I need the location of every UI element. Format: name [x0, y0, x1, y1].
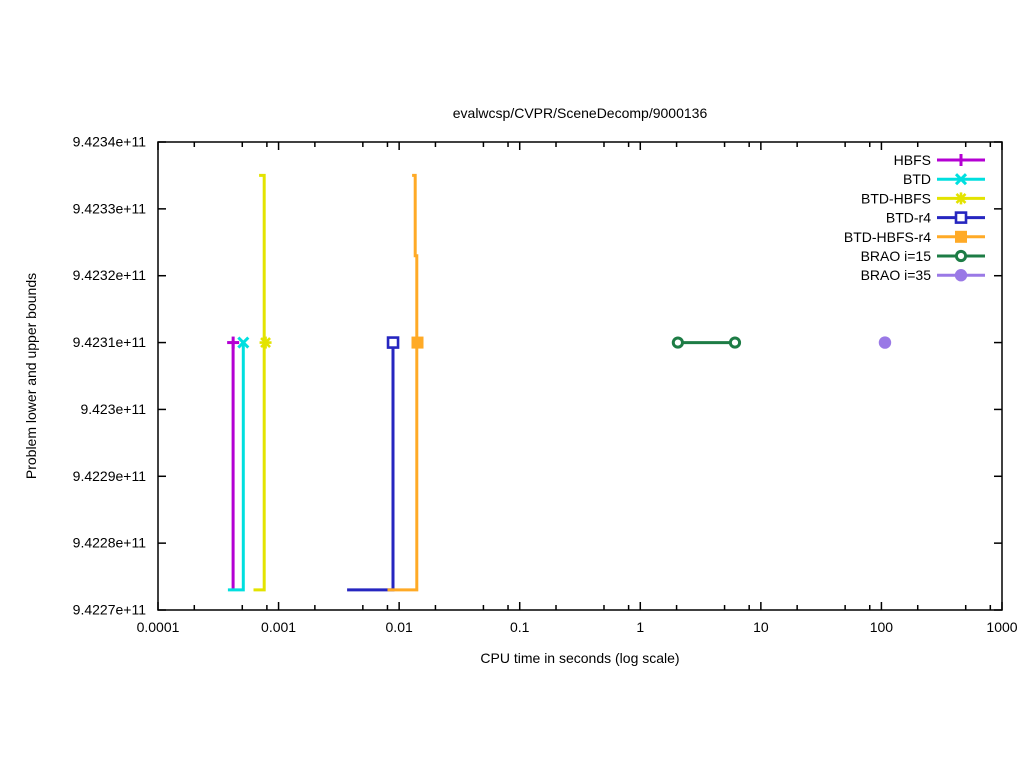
legend-item-btd-hbfs: BTD-HBFS	[861, 190, 985, 206]
circle-open-marker	[954, 249, 968, 263]
legend-item-btd-r4: BTD-r4	[886, 210, 985, 226]
star-marker	[955, 192, 967, 205]
y-tick-label: 9.4231e+11	[73, 334, 147, 350]
legend-label-brao-i-15: BRAO i=15	[861, 248, 932, 264]
series-btd	[227, 336, 250, 592]
y-tick-label: 9.423e+11	[80, 401, 146, 417]
legend-item-hbfs: HBFS	[894, 152, 985, 168]
y-axis-label: Problem lower and upper bounds	[23, 272, 39, 480]
legend-item-btd-hbfs-r4: BTD-HBFS-r4	[844, 229, 985, 245]
y-tick-label: 9.4227e+11	[73, 602, 147, 618]
series-line-btd-r4	[347, 342, 395, 592]
series-btd-hbfs-r4	[387, 173, 424, 592]
series-brao-i-35	[878, 336, 892, 349]
legend-item-btd: BTD	[903, 171, 985, 187]
x-axis-ticks: 0.0001 0.001 0.01 0.1 1 10 100 1000	[137, 142, 1018, 635]
x-axis-minor-ticks	[193, 142, 992, 610]
chart-title: evalwcsp/CVPR/SceneDecomp/9000136	[452, 105, 708, 121]
circle-filled-marker	[954, 269, 968, 282]
legend-item-brao-i-35: BRAO i=35	[861, 267, 985, 283]
y-tick-label: 9.4229e+11	[73, 468, 147, 484]
series-line-btd-hbfs	[253, 173, 266, 592]
square-filled-marker	[955, 230, 967, 243]
series-brao-i-15	[671, 336, 742, 349]
star-marker	[259, 336, 272, 349]
x-tick-label: 0.01	[386, 619, 413, 635]
x-axis-label: CPU time in seconds (log scale)	[480, 650, 680, 666]
square-open-marker	[954, 211, 968, 224]
legend-label-btd: BTD	[903, 171, 931, 187]
x-tick-label: 0.1	[510, 619, 530, 635]
series-line-btd	[227, 342, 245, 592]
legend-label-btd-r4: BTD-r4	[886, 210, 931, 226]
legend: HBFS BTD BTD-HBFS BTD-r4 BTD-HBFS-r4 BRAO i=1…	[844, 152, 985, 283]
x-tick-label: 0.0001	[137, 619, 180, 635]
legend-item-brao-i-15: BRAO i=15	[861, 248, 985, 264]
x-tick-label: 0.001	[261, 619, 296, 635]
plus-marker	[227, 336, 240, 349]
plus-marker	[955, 154, 967, 166]
cross-marker	[237, 336, 250, 349]
circle-open-marker	[728, 336, 742, 349]
legend-label-btd-hbfs-r4: BTD-HBFS-r4	[844, 229, 931, 245]
x-tick-label: 1000	[986, 619, 1017, 635]
series-hbfs	[227, 336, 240, 590]
series-line-btd-hbfs-r4	[387, 173, 419, 592]
circle-open-marker	[671, 336, 684, 349]
x-tick-label: 100	[870, 619, 894, 635]
circle-filled-marker	[878, 336, 892, 349]
series-btd-hbfs	[253, 173, 272, 592]
y-axis-ticks: 9.4227e+11 9.4228e+11 9.4229e+11 9.423e+11 9…	[73, 134, 1002, 618]
x-tick-label: 10	[753, 619, 769, 635]
x-tick-label: 1	[636, 619, 644, 635]
y-tick-label: 9.4234e+11	[73, 134, 147, 150]
y-tick-label: 9.4233e+11	[73, 200, 147, 216]
y-tick-label: 9.4228e+11	[73, 535, 147, 551]
legend-label-hbfs: HBFS	[894, 152, 931, 168]
square-open-marker	[386, 336, 400, 349]
square-filled-marker	[411, 336, 424, 349]
y-tick-label: 9.4232e+11	[73, 267, 147, 283]
series-btd-r4	[347, 336, 400, 592]
plot-border	[157, 141, 1003, 611]
legend-label-brao-i-35: BRAO i=35	[861, 267, 932, 283]
cross-marker	[954, 173, 968, 186]
legend-label-btd-hbfs: BTD-HBFS	[861, 190, 931, 206]
